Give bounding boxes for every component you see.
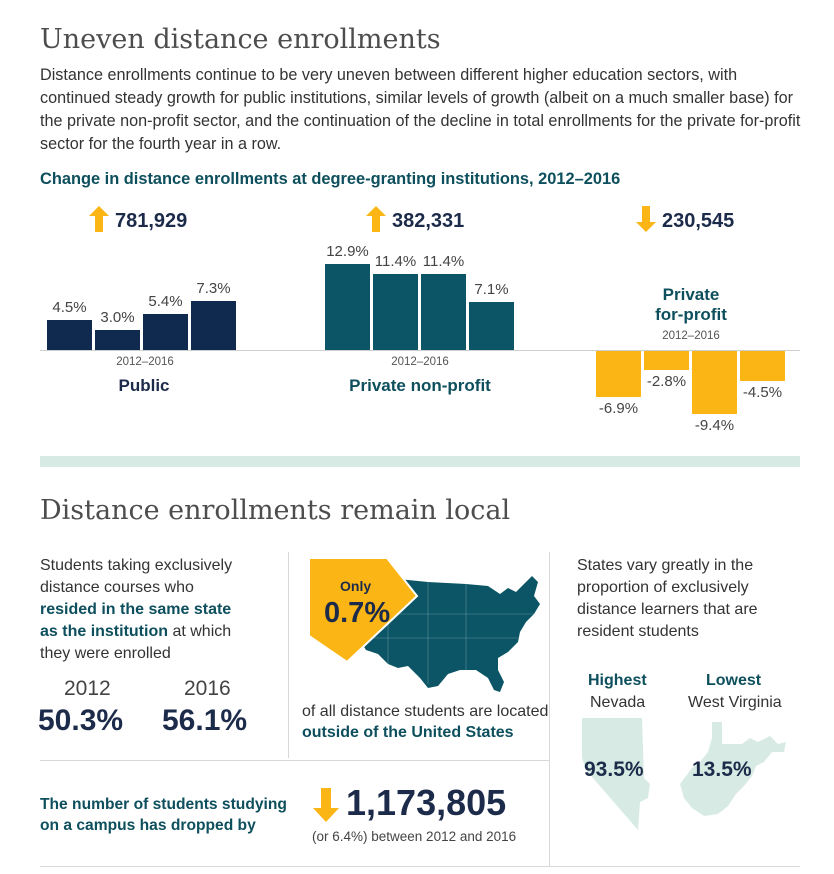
highest-value: 93.5% [584, 758, 644, 781]
intro-paragraph: Distance enrollments continue to be very… [40, 66, 801, 153]
arrow-down-icon [636, 206, 656, 232]
forprofit-bar-3 [692, 351, 737, 414]
section2-title: Distance enrollments remain local [40, 495, 511, 526]
states-line2: proportion of exclusively [577, 579, 749, 596]
public-bar-4 [191, 301, 236, 350]
states-line4: resident students [577, 623, 699, 640]
nonprofit-bar-label-2: 11.4% [374, 252, 417, 270]
outside-us-caption2: outside of the United States [302, 724, 514, 741]
forprofit-bar-label-2: -2.8% [646, 372, 687, 390]
forprofit-bar-2 [644, 351, 689, 370]
same-state-line5: they were enrolled [40, 645, 171, 662]
outside-us-caption1: of all distance students are located [302, 703, 549, 720]
same-state-rest2: at which [168, 623, 232, 640]
nonprofit-bar-3 [421, 273, 466, 350]
highest-state: Nevada [590, 694, 646, 711]
callout-arrow-shape [308, 557, 419, 664]
public-bar-label-4: 7.3% [196, 280, 231, 298]
states-text: States vary greatly in the proportion of… [577, 555, 807, 643]
nonprofit-bar-label-1: 12.9% [326, 242, 369, 260]
nonprofit-period: 2012–2016 [391, 356, 449, 368]
nonprofit-bar-2 [373, 273, 418, 350]
public-total: 781,929 [115, 210, 188, 232]
outside-us-pct: 0.7% [324, 597, 391, 629]
chart-title: Change in distance enrollments at degree… [40, 170, 621, 188]
campus-text: The number of students studying on a cam… [40, 794, 287, 836]
year-2012: 2012 [64, 677, 111, 700]
highest-label: Highest [588, 672, 647, 689]
lowest-value: 13.5% [692, 758, 752, 781]
bottom-rule [40, 866, 800, 867]
row-separator [40, 760, 549, 761]
same-state-bold1: resided in the same state [40, 601, 232, 618]
public-sector-label: Public [118, 376, 170, 395]
same-state-text: Students taking exclusively distance cou… [40, 555, 285, 665]
nonprofit-bar-label-4: 7.1% [474, 281, 509, 299]
lowest-state: West Virginia [688, 694, 782, 711]
nonprofit-sector-label: Private non-profit [349, 376, 491, 395]
west-virginia-map-icon [680, 722, 786, 816]
campus-line1: The number of students studying [40, 796, 287, 813]
section1-title: Uneven distance enrollments [40, 24, 441, 55]
only-label: Only [340, 578, 372, 594]
chart-baseline [40, 350, 800, 351]
forprofit-bar-1 [596, 351, 641, 398]
arrow-up-icon [89, 206, 109, 232]
forprofit-bar-label-1: -6.9% [598, 400, 639, 418]
forprofit-period: 2012–2016 [662, 330, 720, 342]
nonprofit-bar-4 [469, 302, 514, 350]
same-state-line1: Students taking exclusively [40, 557, 233, 574]
section-divider [40, 456, 800, 467]
column-separator-1 [288, 552, 289, 758]
nonprofit-total: 382,331 [392, 210, 465, 232]
public-bar-2 [95, 329, 140, 350]
same-state-bold2: as the institution [40, 623, 168, 640]
nonprofit-bar-label-3: 11.4% [422, 252, 465, 270]
public-bar-label-3: 5.4% [148, 292, 183, 310]
value-2012: 50.3% [38, 704, 124, 737]
arrow-up-icon [366, 206, 386, 232]
lowest-label: Lowest [706, 672, 762, 689]
forprofit-sector-line1: Private [662, 285, 720, 304]
public-bar-1 [47, 319, 92, 350]
year-2016: 2016 [184, 677, 231, 700]
forprofit-bar-label-4: -4.5% [742, 384, 783, 402]
public-bar-label-2: 3.0% [100, 308, 135, 326]
public-bar-label-1: 4.5% [52, 298, 87, 316]
nevada-map-icon [582, 718, 650, 830]
same-state-line2: distance courses who [40, 579, 194, 596]
forprofit-bar-4 [740, 351, 785, 382]
campus-note: (or 6.4%) between 2012 and 2016 [312, 829, 517, 844]
column-separator-2 [549, 552, 550, 866]
forprofit-sector-line2: for-profit [655, 305, 727, 324]
campus-value: 1,173,805 [346, 782, 507, 823]
forprofit-total: 230,545 [662, 210, 735, 232]
nonprofit-bar-1 [325, 263, 370, 350]
states-line3: distance learners that are [577, 601, 758, 618]
arrow-down-icon [313, 788, 339, 822]
forprofit-bar-label-3: -9.4% [694, 416, 735, 434]
enrollment-change-chart: 781,929 382,331 230,545 4.5% 3.0% 5.4% 7.3%… [40, 206, 800, 434]
campus-line2: on a campus has dropped by [40, 817, 256, 834]
value-2016: 56.1% [162, 704, 248, 737]
public-bar-3 [143, 313, 188, 350]
states-line1: States vary greatly in the [577, 557, 754, 574]
public-period: 2012–2016 [116, 356, 174, 368]
